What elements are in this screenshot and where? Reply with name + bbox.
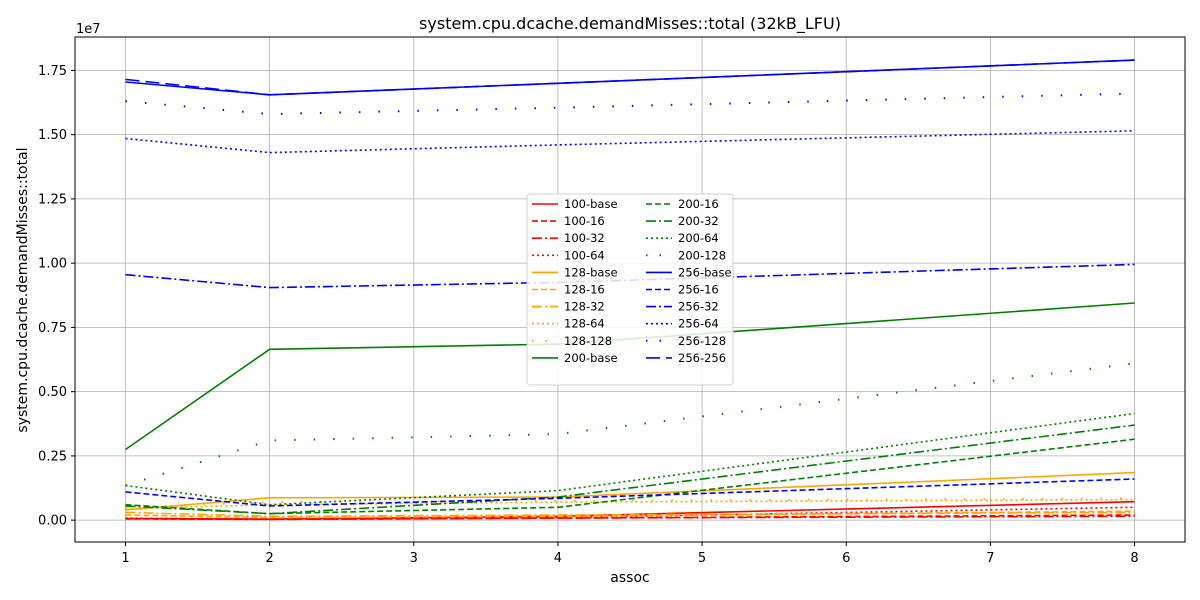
y-axis: 0.00 0.25 0.50 0.75 1.00 1.25 1.50 1.75 <box>38 64 75 529</box>
series-line-256-256 <box>125 59 1135 96</box>
legend-label: 256-32 <box>678 300 719 314</box>
legend-label: 200-16 <box>678 197 719 211</box>
y-tick-label: 0.50 <box>38 385 67 400</box>
x-tick-label: 1 <box>121 551 129 566</box>
series-line-200-base <box>125 302 1135 451</box>
x-tick-label: 8 <box>1130 551 1138 566</box>
legend-label: 256-256 <box>678 351 726 365</box>
legend-label: 200-base <box>564 351 618 365</box>
chart-title: system.cpu.dcache.demandMisses::total (3… <box>419 14 841 34</box>
x-axis: 1 2 3 4 5 6 7 8 <box>121 542 1139 566</box>
y-tick-label: 0.25 <box>38 449 67 464</box>
series-lines <box>125 59 1135 521</box>
legend-label: 128-base <box>564 265 618 279</box>
y-tick-label: 1.00 <box>38 257 67 272</box>
legend-label: 128-32 <box>564 300 605 314</box>
series-line-100-32 <box>125 515 1135 521</box>
x-tick-label: 5 <box>698 551 706 566</box>
y-axis-label: system.cpu.dcache.demandMisses::total <box>15 147 31 432</box>
legend-label: 256-64 <box>678 317 719 331</box>
series-line-128-32 <box>125 511 1135 518</box>
legend-label: 128-128 <box>564 334 612 348</box>
y-tick-label: 1.75 <box>38 64 67 79</box>
series-line-128-base <box>125 471 1135 511</box>
x-tick-label: 6 <box>842 551 850 566</box>
legend-label: 128-16 <box>564 283 605 297</box>
legend-label: 200-64 <box>678 231 719 245</box>
legend-label: 100-64 <box>564 248 605 262</box>
series-line-256-32 <box>125 263 1135 289</box>
legend-label: 256-base <box>678 265 732 279</box>
legend-box <box>526 193 734 386</box>
legend-label: 200-32 <box>678 214 719 228</box>
x-tick-label: 7 <box>986 551 994 566</box>
legend-label: 100-32 <box>564 231 605 245</box>
x-tick-label: 3 <box>410 551 418 566</box>
series-line-256-16 <box>125 478 1135 507</box>
legend-label: 256-128 <box>678 334 726 348</box>
plot-frame <box>74 36 1186 543</box>
y-tick-label: 0.00 <box>38 514 67 529</box>
legend-label: 100-16 <box>564 214 605 228</box>
y-tick-label: 1.25 <box>38 192 67 207</box>
series-line-128-64 <box>125 498 1135 510</box>
legend: 100-base 100-16 100-32 100-64 128-base 128-16… <box>526 193 734 386</box>
x-axis-label: assoc <box>610 570 649 586</box>
legend-label: 128-64 <box>564 317 605 331</box>
series-line-256-64 <box>125 130 1135 154</box>
x-tick-label: 4 <box>554 551 562 566</box>
y-axis-scale-label: 1e7 <box>76 22 101 37</box>
series-line-200-32 <box>125 424 1135 515</box>
legend-label: 256-16 <box>678 283 719 297</box>
y-tick-label: 1.50 <box>38 128 67 143</box>
y-tick-label: 0.75 <box>38 321 67 336</box>
series-line-100-64 <box>125 506 1135 520</box>
x-tick-label: 2 <box>265 551 273 566</box>
legend-label: 100-base <box>564 197 618 211</box>
legend-label: 200-128 <box>678 248 726 262</box>
